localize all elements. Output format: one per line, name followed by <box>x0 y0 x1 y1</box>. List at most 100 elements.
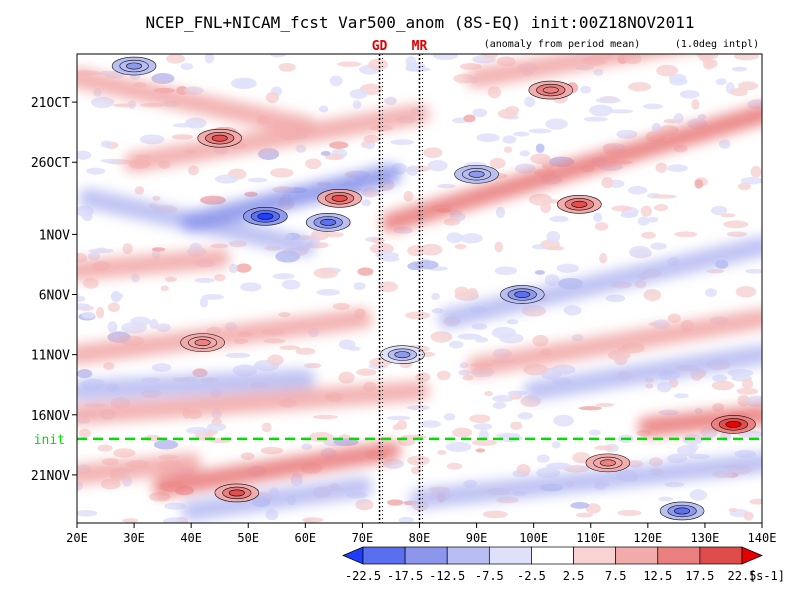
noise-blob <box>77 303 91 310</box>
noise-blob <box>446 462 463 470</box>
noise-blob <box>188 165 199 176</box>
noise-blob <box>406 165 420 176</box>
noise-blob <box>361 199 371 207</box>
noise-blob <box>454 244 467 250</box>
noise-blob <box>403 190 414 202</box>
noise-blob <box>531 244 548 250</box>
noise-blob <box>454 291 480 301</box>
noise-blob <box>643 289 662 301</box>
colorbar-segment <box>531 546 574 565</box>
x-tick-label: 110E <box>576 531 605 545</box>
noise-blob <box>267 354 284 366</box>
noise-blob <box>575 512 594 518</box>
noise-blob <box>81 311 96 319</box>
noise-blob <box>279 345 301 351</box>
noise-blob <box>696 54 719 60</box>
noise-blob <box>369 242 394 255</box>
noise-blob <box>507 390 527 396</box>
noise-blob <box>186 426 210 435</box>
noise-blob <box>77 368 93 379</box>
noise-blob <box>736 387 759 395</box>
noise-blob <box>207 422 227 432</box>
colorbar-unit: [s-1] <box>749 569 785 583</box>
noise-blob <box>160 285 169 291</box>
noise-blob <box>405 311 431 320</box>
x-tick-label: 20E <box>66 531 88 545</box>
noise-blob <box>738 81 759 91</box>
noise-blob <box>375 251 399 260</box>
noise-blob <box>641 231 656 239</box>
noise-blob <box>295 347 316 355</box>
anomaly-band <box>77 452 202 485</box>
colorbar-segment <box>362 546 406 565</box>
noise-blob <box>481 54 499 59</box>
noise-blob <box>458 369 471 376</box>
noise-blob <box>332 302 351 310</box>
noise-blob <box>452 427 473 438</box>
anomaly-spot <box>514 291 531 298</box>
noise-blob <box>517 412 533 420</box>
noise-blob <box>676 445 697 457</box>
noise-blob <box>77 295 86 303</box>
noise-blob <box>113 448 136 458</box>
noise-blob <box>653 204 669 212</box>
x-tick-label: 40E <box>180 531 202 545</box>
noise-blob <box>396 420 408 430</box>
noise-blob <box>77 150 92 160</box>
noise-blob <box>357 267 374 276</box>
anomaly-spot <box>126 62 143 70</box>
noise-blob <box>390 139 415 146</box>
noise-blob <box>666 453 688 464</box>
noise-blob <box>658 496 674 502</box>
noise-blob <box>131 273 140 283</box>
noise-blob <box>689 489 708 501</box>
noise-blob <box>151 363 172 372</box>
noise-blob <box>113 103 136 108</box>
noise-blob <box>605 294 626 303</box>
noise-blob <box>152 195 161 201</box>
anomaly-spot <box>725 420 742 428</box>
init-label-layer: init <box>34 433 65 448</box>
plot-area <box>77 54 762 523</box>
noise-blob <box>420 420 441 428</box>
noise-blob <box>535 143 545 154</box>
noise-blob <box>240 452 255 461</box>
noise-blob <box>594 222 609 231</box>
anomaly-spots <box>111 56 756 521</box>
noise-blob <box>715 78 727 86</box>
noise-blob <box>658 409 679 416</box>
noise-blob <box>730 87 748 97</box>
noise-blob <box>617 509 642 516</box>
noise-blob <box>387 499 404 506</box>
noise-blob <box>172 134 193 140</box>
noise-blob <box>741 378 754 390</box>
noise-blob <box>312 414 339 420</box>
noise-blob <box>122 518 139 523</box>
noise-blob <box>204 54 215 64</box>
noise-blob <box>594 445 615 451</box>
anomaly-spot <box>542 86 559 94</box>
noise-blob <box>585 503 601 514</box>
noise-blob <box>495 206 506 219</box>
noise-blob <box>745 395 762 408</box>
noise-blob <box>443 218 460 226</box>
noise-blob <box>669 73 687 83</box>
noise-blob <box>498 333 524 344</box>
noise-blob <box>265 91 279 103</box>
noise-blob <box>107 321 118 333</box>
noise-blob <box>423 147 443 159</box>
colorbar-label: -2.5 <box>517 569 546 583</box>
noise-blob <box>316 289 340 296</box>
noise-blob <box>445 441 472 452</box>
noise-blob <box>532 334 549 347</box>
noise-blob <box>446 232 463 244</box>
noise-blob <box>664 482 685 488</box>
x-tick-label: 50E <box>237 531 259 545</box>
noise-blob <box>471 323 487 330</box>
noise-blob <box>427 159 448 172</box>
noise-blob <box>556 263 580 273</box>
noise-blob <box>410 466 422 475</box>
noise-blob <box>90 96 115 108</box>
noise-blob <box>726 231 748 237</box>
noise-blob <box>745 268 762 274</box>
